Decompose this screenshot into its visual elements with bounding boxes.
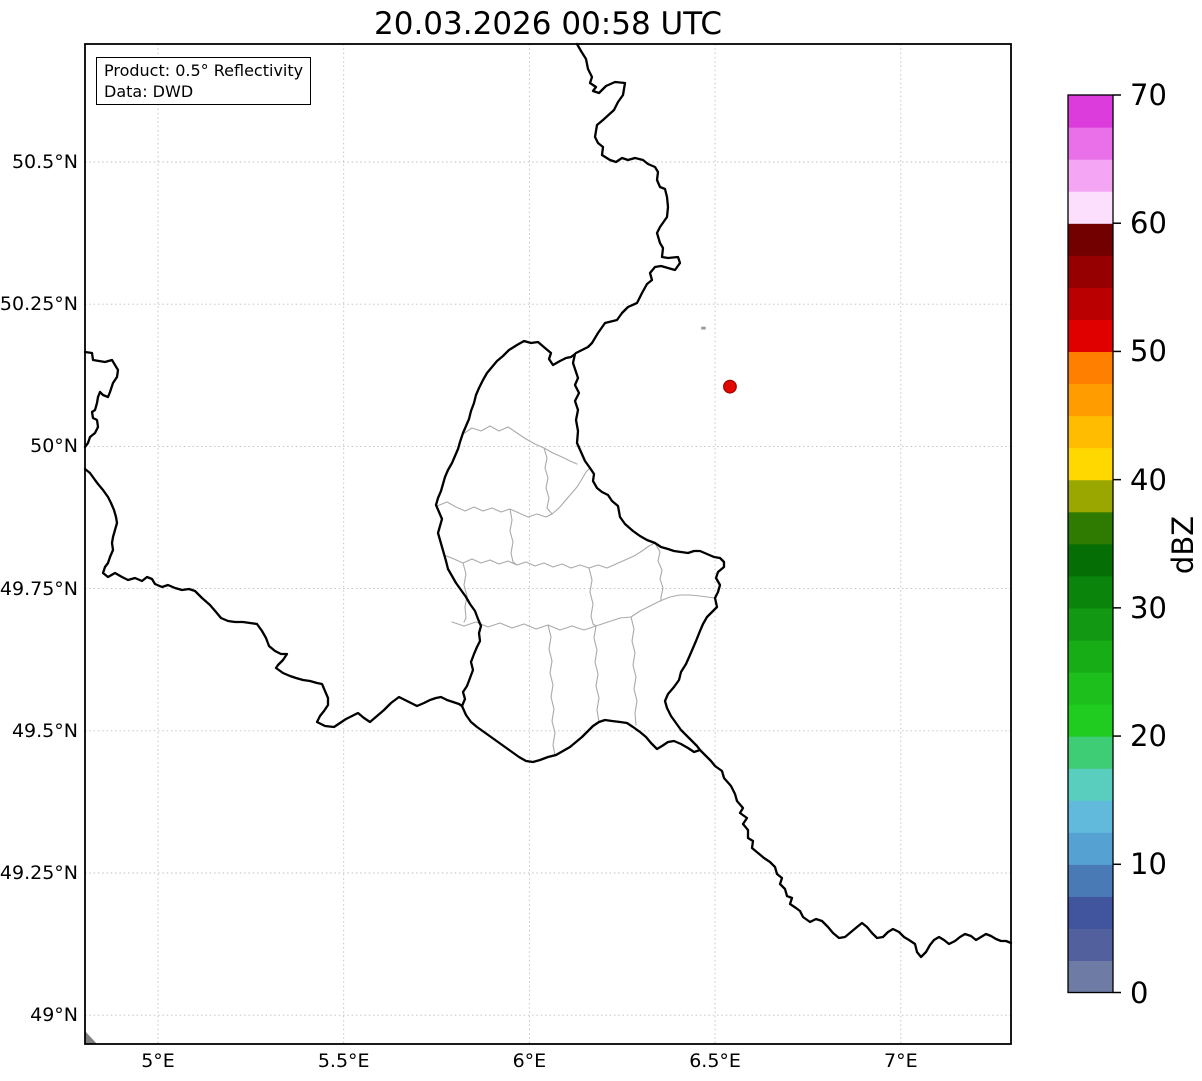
border-france-germany bbox=[698, 748, 1013, 959]
colorbar-segment bbox=[1068, 127, 1113, 160]
colorbar-segment bbox=[1068, 159, 1113, 192]
lat-tick-label: 50°N bbox=[30, 435, 78, 458]
radar-echo-pixel bbox=[701, 326, 706, 330]
border-belgium-germany bbox=[574, 42, 682, 355]
colorbar-segment bbox=[1068, 95, 1113, 128]
colorbar-tick-label: 20 bbox=[1130, 719, 1167, 754]
colorbar-segment bbox=[1068, 607, 1113, 641]
colorbar-segment bbox=[1068, 255, 1113, 288]
product-info-box: Product: 0.5° Reflectivity Data: DWD bbox=[96, 57, 312, 105]
colorbar-segment bbox=[1068, 864, 1113, 897]
colorbar-tick-label: 40 bbox=[1130, 462, 1167, 497]
colorbar-segment bbox=[1068, 351, 1113, 385]
colorbar-segment bbox=[1068, 575, 1113, 609]
colorbar-segment bbox=[1068, 543, 1113, 577]
border-belgium-france bbox=[83, 467, 464, 729]
national-borders bbox=[83, 42, 1013, 959]
map-frame bbox=[84, 43, 1012, 1045]
graticule-gridlines bbox=[85, 44, 1011, 1044]
colorbar-segment bbox=[1068, 447, 1113, 481]
lat-tick-label: 49°N bbox=[30, 1004, 78, 1027]
colorbar-segment bbox=[1068, 928, 1113, 962]
border-belgium-france-hook bbox=[83, 350, 120, 449]
colorbar-segment bbox=[1068, 960, 1113, 994]
colorbar-segment bbox=[1068, 191, 1113, 224]
colorbar bbox=[1067, 94, 1121, 994]
lat-tick-label: 50.5°N bbox=[11, 151, 78, 173]
corner-wedge bbox=[85, 1031, 97, 1044]
colorbar-segment bbox=[1068, 832, 1113, 865]
lon-tick-label: 5.5°E bbox=[317, 1050, 370, 1072]
border-luxembourg bbox=[434, 339, 726, 764]
colorbar-segment bbox=[1068, 639, 1113, 673]
colorbar-tick-label: 60 bbox=[1130, 206, 1167, 241]
colorbar-segment bbox=[1068, 383, 1113, 417]
product-info-line1: Product: 0.5° Reflectivity bbox=[104, 61, 304, 80]
radar-site-marker bbox=[723, 379, 737, 394]
lat-tick-label: 49.5°N bbox=[11, 719, 78, 742]
colorbar-segment bbox=[1068, 736, 1113, 769]
colorbar-segment bbox=[1068, 768, 1113, 801]
colorbar-segment bbox=[1068, 415, 1113, 449]
colorbar-segment bbox=[1068, 223, 1113, 256]
colorbar-segment bbox=[1068, 511, 1113, 545]
colorbar-segment bbox=[1068, 319, 1113, 353]
lon-tick-label: 7°E bbox=[884, 1050, 918, 1072]
colorbar-segment bbox=[1068, 896, 1113, 929]
colorbar-tick-label: 30 bbox=[1130, 590, 1167, 625]
colorbar-tick-label: 10 bbox=[1130, 847, 1167, 882]
colorbar-tick-label: 0 bbox=[1130, 975, 1149, 1010]
colorbar-segment bbox=[1068, 704, 1113, 737]
colorbar-tick-label: 70 bbox=[1130, 78, 1167, 112]
colorbar-outline bbox=[1067, 94, 1114, 994]
lon-tick-label: 6.5°E bbox=[689, 1050, 741, 1072]
colorbar-segment bbox=[1068, 671, 1113, 705]
lat-tick-label: 50.25°N bbox=[0, 293, 78, 316]
luxembourg-canton-borders bbox=[436, 425, 716, 756]
colorbar-segment bbox=[1068, 800, 1113, 833]
colorbar-unit-label: dBZ bbox=[1166, 515, 1200, 575]
lon-tick-label: 6°E bbox=[512, 1050, 547, 1072]
product-info-line2: Data: DWD bbox=[104, 82, 194, 101]
lat-tick-label: 49.75°N bbox=[0, 577, 78, 600]
plot-title: 20.03.2026 00:58 UTC bbox=[374, 6, 722, 42]
lat-tick-label: 49.25°N bbox=[0, 862, 78, 884]
lon-tick-label: 5°E bbox=[141, 1050, 175, 1072]
colorbar-segment bbox=[1068, 479, 1113, 513]
colorbar-segment bbox=[1068, 287, 1113, 320]
colorbar-tick-label: 50 bbox=[1130, 334, 1167, 369]
